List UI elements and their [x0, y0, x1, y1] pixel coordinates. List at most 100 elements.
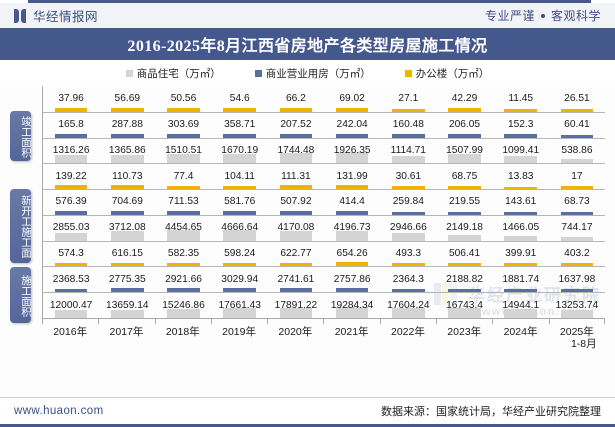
value-label-row: 2855.03 3712.08 4454.65 4666.64 4170.08 4196.…: [43, 215, 605, 241]
data-value-label: 16743.4: [446, 299, 483, 311]
data-value-label: 14944.1: [502, 299, 540, 311]
bar-cell: [549, 112, 605, 138]
x-tick-label: 2019年: [222, 326, 256, 338]
data-value-label: 538.86: [561, 144, 593, 156]
chart-series-row: 139.22 110.73 77.4 104.11 111.31 131.99 30.61 6…: [43, 163, 605, 190]
bar-cell: [380, 292, 436, 318]
grid-rule: [43, 214, 605, 216]
data-value-label: 1510.51: [165, 144, 202, 156]
x-tick-label: 2025年: [559, 326, 594, 338]
bar: [504, 109, 538, 112]
bar: [392, 307, 425, 318]
data-value-label: 13659.14: [106, 299, 149, 311]
data-value-label: 66.2: [286, 93, 306, 105]
data-value-label: 54.6: [229, 93, 250, 105]
data-value-label: 19284.34: [330, 299, 374, 311]
bar: [223, 229, 256, 241]
footer-site-link[interactable]: www.huaon.com: [14, 405, 104, 417]
bar: [223, 133, 256, 138]
legend-item[interactable]: 办公楼（万㎡）: [404, 66, 490, 81]
data-value-label: 1507.99: [446, 144, 483, 156]
chart-series-row: 2855.03 3712.08 4454.65 4666.64 4170.08 4196.…: [43, 215, 605, 241]
chart-series-row: 574.3 616.15 582.35 598.24 622.77 654.26 493.3…: [43, 241, 605, 267]
bar-cell: [436, 215, 492, 241]
bar: [335, 230, 369, 241]
legend-item[interactable]: 商品住宅（万㎡）: [125, 66, 221, 81]
value-label-row: 37.96 56.69 50.56 54.6 66.2 69.02 27.1 42.29 11.…: [43, 86, 605, 112]
group-label-badge: 新开工施工面: [10, 189, 31, 263]
bar: [335, 306, 369, 318]
data-value-label: 152.3: [507, 119, 534, 131]
bar-cell: [155, 163, 211, 190]
data-value-label: 139.22: [55, 170, 87, 182]
data-value-label: 26.51: [564, 93, 590, 105]
data-value-label: 507.92: [280, 196, 312, 208]
plot-region: 37.96 56.69 50.56 54.6 66.2 69.02 27.1 42.29 11.…: [42, 86, 605, 319]
data-value-label: 60.41: [564, 119, 590, 131]
data-value-label: 1637.98: [558, 273, 596, 285]
bar-cell: [549, 292, 605, 318]
bar: [504, 212, 538, 215]
bar: [279, 262, 313, 267]
data-value-label: 17661.43: [218, 299, 261, 311]
bar: [167, 308, 200, 318]
data-value-label: 2855.03: [52, 222, 90, 234]
bar: [560, 309, 594, 318]
bar: [560, 108, 594, 112]
bar: [54, 108, 88, 112]
value-label-row: 12000.47 13659.14 15246.86 17661.43 17891.22…: [43, 292, 605, 318]
data-value-label: 13253.74: [555, 299, 599, 311]
legend-label: 办公楼（万㎡）: [415, 67, 490, 80]
bar: [279, 230, 313, 241]
bar: [223, 185, 256, 190]
bar-cell: [324, 86, 380, 112]
bar-cell: [99, 163, 155, 190]
grid-rule: [43, 137, 605, 139]
bar: [111, 185, 144, 190]
x-tick-label: 2016年: [53, 326, 88, 338]
bar: [448, 288, 481, 293]
bar-cell: [43, 163, 99, 190]
data-value-label: 2775.35: [108, 273, 146, 285]
data-value-label: 598.24: [224, 248, 256, 260]
tagline: 专业严谨 客观科学: [485, 7, 601, 24]
bar-cell: [549, 189, 605, 215]
bar: [392, 211, 425, 215]
grid-rule: [43, 240, 605, 242]
bar: [448, 108, 481, 112]
bar: [335, 152, 369, 164]
bar-cell: [324, 292, 380, 318]
bar-cell: [268, 137, 324, 164]
bar-cell: [436, 189, 492, 215]
bar-cell: [493, 137, 549, 164]
bar: [560, 263, 594, 267]
value-label-row: 576.39 704.69 711.53 581.76 507.92 414.4 259.8…: [43, 189, 605, 215]
bar-cell: [99, 292, 155, 318]
data-value-label: 303.69: [167, 119, 200, 131]
bar-cell: [212, 163, 268, 190]
value-label-row: 2368.53 2775.35 2921.66 3029.94 2741.61 2757.…: [43, 266, 605, 292]
data-value-label: 2946.66: [389, 222, 427, 234]
bar-cell: [268, 86, 324, 112]
bar: [504, 288, 538, 293]
bar: [111, 154, 144, 164]
bar: [392, 288, 425, 293]
bar: [392, 134, 425, 138]
bar: [167, 262, 200, 267]
data-value-label: 4170.08: [277, 222, 315, 234]
bar-cell: [99, 240, 155, 267]
legend-swatch-icon: [254, 69, 262, 77]
data-value-label: 4666.64: [221, 222, 259, 234]
bar: [54, 310, 88, 318]
data-value-label: 1114.71: [390, 144, 426, 156]
bar-cell: [43, 137, 99, 164]
data-value-label: 493.3: [395, 248, 422, 260]
data-value-label: 1926.35: [333, 144, 371, 156]
bar: [54, 185, 88, 190]
data-value-label: 259.84: [392, 196, 424, 208]
bar: [111, 210, 144, 215]
x-tick: 2021年: [323, 319, 379, 352]
legend-item[interactable]: 商业营业用房（万㎡）: [254, 66, 371, 81]
bar: [448, 154, 481, 164]
bar: [392, 262, 425, 267]
